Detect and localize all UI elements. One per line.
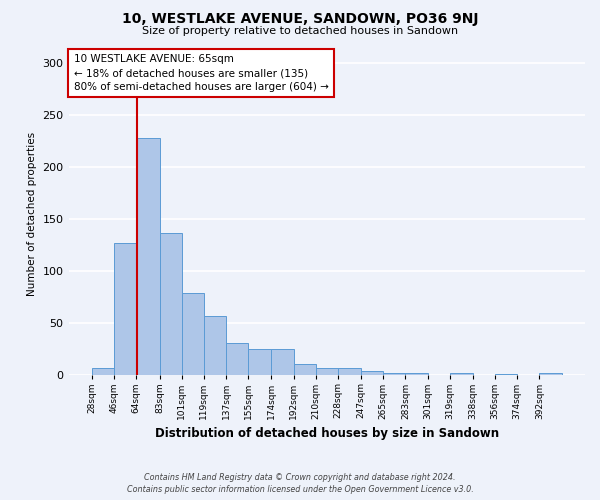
Text: Size of property relative to detached houses in Sandown: Size of property relative to detached ho… [142,26,458,36]
Bar [338,368,361,376]
Text: Contains HM Land Registry data © Crown copyright and database right 2024.
Contai: Contains HM Land Registry data © Crown c… [127,472,473,494]
Bar [226,343,248,376]
Bar [204,316,226,376]
Bar [383,374,406,376]
Bar [92,368,114,376]
Bar [316,368,338,376]
Bar [293,364,316,376]
Bar [160,232,182,376]
Bar [449,374,473,376]
Bar [495,374,517,376]
Y-axis label: Number of detached properties: Number of detached properties [27,132,37,296]
Bar [136,138,160,376]
Bar [361,371,383,376]
Bar [114,243,136,376]
Text: 10, WESTLAKE AVENUE, SANDOWN, PO36 9NJ: 10, WESTLAKE AVENUE, SANDOWN, PO36 9NJ [122,12,478,26]
Text: 10 WESTLAKE AVENUE: 65sqm
← 18% of detached houses are smaller (135)
80% of semi: 10 WESTLAKE AVENUE: 65sqm ← 18% of detac… [74,54,329,92]
Bar [406,374,428,376]
Bar [539,374,562,376]
X-axis label: Distribution of detached houses by size in Sandown: Distribution of detached houses by size … [155,427,499,440]
Bar [248,350,271,376]
Bar [182,293,204,376]
Bar [271,350,293,376]
